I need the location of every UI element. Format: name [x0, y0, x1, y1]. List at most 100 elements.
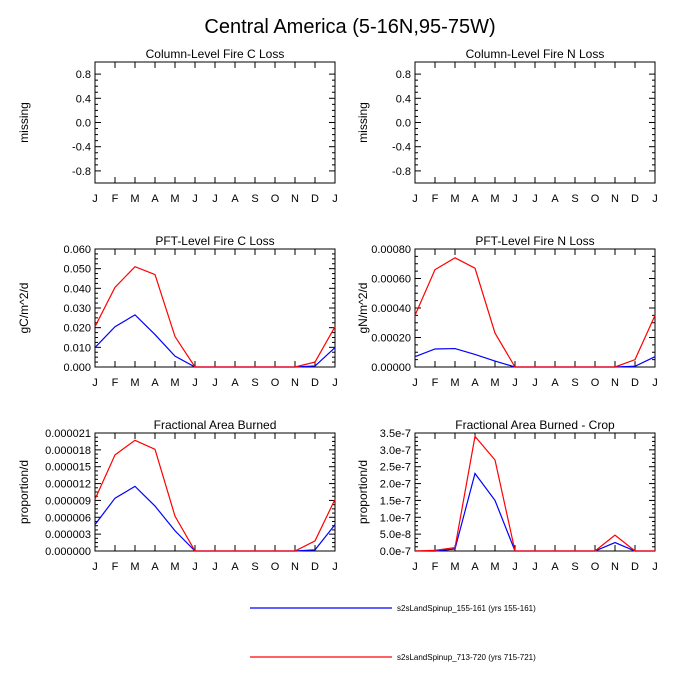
- x-tick-label: J: [192, 561, 198, 573]
- page-title: Central America (5-16N,95-75W): [204, 16, 495, 38]
- x-tick-label: A: [551, 193, 559, 205]
- x-tick-label: A: [471, 377, 479, 389]
- y-tick-label: 0.000012: [45, 479, 91, 491]
- x-tick-label: M: [450, 561, 459, 573]
- plot-frame: [94, 61, 336, 184]
- x-tick-label: O: [591, 193, 600, 205]
- x-tick-label: A: [551, 377, 559, 389]
- y-tick-label: 0.000: [63, 362, 91, 374]
- x-tick-label: O: [271, 377, 280, 389]
- series-line: [94, 439, 336, 552]
- x-tick-label: D: [631, 193, 639, 205]
- y-tick-label: 2.0e-7: [380, 479, 411, 491]
- series-line: [94, 314, 336, 368]
- chart-title: Column-Level Fire C Loss: [146, 47, 285, 61]
- y-tick-label: -0.4: [392, 142, 411, 154]
- x-tick-label: M: [490, 193, 499, 205]
- x-tick-label: M: [170, 193, 179, 205]
- y-tick-label: 0.000015: [45, 462, 91, 474]
- series-line: [94, 265, 336, 368]
- legend-label: s2sLandSpinup_155-161 (yrs 155-161): [397, 604, 536, 613]
- x-tick-label: M: [130, 377, 139, 389]
- y-tick-label: 0.040: [63, 283, 91, 295]
- x-tick-label: N: [611, 193, 619, 205]
- y-axis-label: gC/m^2/d: [17, 283, 31, 334]
- y-tick-label: -0.8: [392, 166, 411, 178]
- legend-label: s2sLandSpinup_713-720 (yrs 715-721): [397, 653, 536, 662]
- x-tick-label: J: [412, 377, 418, 389]
- y-tick-label: -0.8: [72, 166, 91, 178]
- x-tick-label: A: [231, 193, 239, 205]
- x-tick-label: J: [412, 561, 418, 573]
- y-tick-label: 0.000021: [45, 428, 91, 440]
- x-tick-label: J: [192, 377, 198, 389]
- series-line: [414, 435, 655, 552]
- x-tick-label: F: [432, 193, 439, 205]
- y-tick-label: 0.010: [63, 342, 91, 354]
- plot-frame: [414, 432, 656, 552]
- y-tick-label: 0.4: [76, 93, 91, 105]
- x-tick-label: A: [151, 377, 159, 389]
- y-tick-label: 1.5e-7: [380, 495, 411, 507]
- x-tick-label: J: [512, 193, 518, 205]
- y-tick-label: 0.00040: [371, 303, 411, 315]
- x-tick-label: S: [571, 193, 578, 205]
- series-line: [414, 257, 656, 368]
- y-tick-label: 0.8: [396, 69, 411, 81]
- x-tick-label: S: [251, 193, 258, 205]
- y-tick-label: 0.00000: [371, 362, 411, 374]
- legend-item: s2sLandSpinup_155-161 (yrs 155-161): [250, 604, 536, 613]
- y-tick-label: 0.000006: [45, 512, 91, 524]
- x-tick-label: M: [170, 561, 179, 573]
- x-tick-label: F: [112, 193, 119, 205]
- plot-frame: [94, 248, 336, 368]
- y-axis-label: gN/m^2/d: [356, 283, 370, 334]
- y-axis-label: missing: [356, 102, 370, 143]
- x-tick-label: N: [291, 561, 299, 573]
- x-tick-label: D: [311, 561, 319, 573]
- series-line: [94, 485, 336, 552]
- x-tick-label: O: [271, 193, 280, 205]
- x-tick-label: M: [170, 377, 179, 389]
- x-tick-label: M: [130, 561, 139, 573]
- y-tick-label: 0.000009: [45, 495, 91, 507]
- x-tick-label: S: [251, 561, 258, 573]
- x-tick-label: J: [652, 561, 658, 573]
- chart-title: PFT-Level Fire N Loss: [475, 234, 594, 248]
- x-tick-label: N: [611, 561, 619, 573]
- x-tick-label: J: [652, 193, 658, 205]
- chart-title: Fractional Area Burned - Crop: [455, 418, 615, 432]
- x-tick-label: J: [512, 377, 518, 389]
- x-tick-label: A: [151, 193, 159, 205]
- x-tick-label: J: [212, 561, 218, 573]
- y-tick-label: 0.0: [396, 118, 411, 130]
- legend: s2sLandSpinup_155-161 (yrs 155-161) s2sLa…: [250, 604, 536, 662]
- x-tick-label: D: [311, 377, 319, 389]
- x-tick-label: A: [471, 193, 479, 205]
- chart-title: PFT-Level Fire C Loss: [155, 234, 274, 248]
- y-tick-label: 0.000018: [45, 445, 91, 457]
- plot-frame: [94, 432, 336, 552]
- x-tick-label: M: [490, 377, 499, 389]
- x-tick-label: N: [611, 377, 619, 389]
- x-tick-label: J: [332, 193, 338, 205]
- x-tick-label: A: [151, 561, 159, 573]
- y-tick-label: 1.0e-7: [380, 512, 411, 524]
- x-tick-label: M: [450, 193, 459, 205]
- x-tick-label: S: [251, 377, 258, 389]
- y-tick-label: 0.0e-7: [380, 546, 411, 558]
- y-tick-label: 0.00020: [371, 333, 411, 345]
- x-tick-label: J: [332, 561, 338, 573]
- y-tick-label: 0.8: [76, 69, 91, 81]
- x-tick-label: J: [192, 193, 198, 205]
- x-tick-label: J: [532, 193, 538, 205]
- x-tick-label: N: [291, 193, 299, 205]
- x-tick-label: J: [512, 561, 518, 573]
- y-tick-label: 2.5e-7: [380, 462, 411, 474]
- plot-frame: [414, 248, 656, 368]
